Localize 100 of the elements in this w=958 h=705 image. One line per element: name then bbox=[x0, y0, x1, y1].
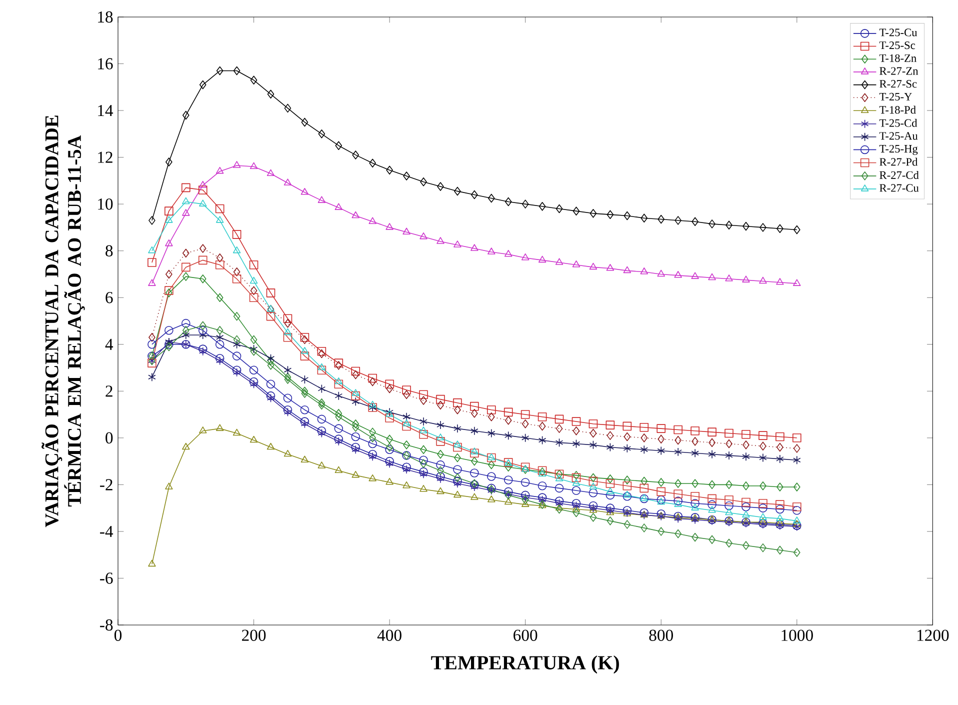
point bbox=[216, 332, 224, 342]
point bbox=[352, 389, 360, 396]
point bbox=[606, 420, 615, 430]
point bbox=[590, 473, 597, 482]
point bbox=[165, 216, 173, 223]
point bbox=[674, 479, 682, 488]
point bbox=[776, 500, 784, 509]
point bbox=[300, 346, 309, 354]
point bbox=[318, 400, 326, 410]
point bbox=[588, 419, 598, 428]
point bbox=[300, 375, 309, 384]
point bbox=[436, 487, 444, 494]
point bbox=[368, 450, 377, 459]
point bbox=[742, 498, 750, 507]
point bbox=[572, 479, 580, 486]
point bbox=[215, 340, 224, 349]
point bbox=[656, 495, 666, 504]
point bbox=[640, 484, 649, 493]
point bbox=[198, 256, 208, 265]
point bbox=[420, 232, 428, 240]
point bbox=[301, 118, 308, 127]
x-tick-label: 800 bbox=[649, 630, 673, 641]
point bbox=[572, 501, 580, 510]
point bbox=[284, 408, 292, 417]
point bbox=[793, 482, 800, 492]
point bbox=[334, 466, 343, 474]
point bbox=[708, 535, 716, 544]
point bbox=[454, 405, 461, 414]
point bbox=[674, 490, 682, 498]
point bbox=[436, 394, 445, 404]
point bbox=[182, 197, 190, 204]
point bbox=[402, 462, 411, 472]
point bbox=[742, 452, 750, 462]
point bbox=[166, 270, 172, 279]
point bbox=[318, 428, 326, 438]
point bbox=[658, 214, 665, 224]
point bbox=[283, 314, 292, 324]
point bbox=[301, 389, 308, 398]
point bbox=[692, 532, 698, 542]
x-axis-title: TEMPERATURA (K) bbox=[431, 655, 619, 674]
point bbox=[250, 162, 258, 170]
x-tick-label: 200 bbox=[242, 630, 266, 641]
point bbox=[419, 390, 428, 400]
point bbox=[538, 256, 546, 263]
point bbox=[504, 416, 512, 425]
point bbox=[572, 470, 580, 480]
point bbox=[793, 444, 800, 453]
point bbox=[437, 450, 444, 459]
legend-label: R-27-Zn bbox=[880, 67, 918, 75]
point bbox=[470, 402, 479, 411]
point bbox=[266, 442, 275, 450]
point bbox=[402, 465, 410, 474]
point bbox=[148, 258, 156, 267]
point bbox=[624, 476, 631, 484]
point bbox=[284, 328, 292, 336]
point bbox=[181, 318, 190, 328]
point bbox=[420, 445, 427, 454]
point bbox=[538, 202, 546, 211]
point bbox=[317, 426, 326, 436]
point bbox=[606, 442, 614, 452]
point bbox=[385, 445, 394, 454]
point bbox=[793, 516, 801, 524]
point bbox=[216, 166, 224, 174]
point bbox=[691, 272, 699, 279]
point bbox=[488, 460, 495, 470]
point bbox=[742, 222, 750, 231]
point bbox=[640, 267, 648, 274]
point bbox=[198, 344, 208, 354]
point bbox=[233, 335, 240, 344]
point bbox=[233, 267, 240, 276]
legend-label: R-27-Cu bbox=[880, 184, 919, 192]
point bbox=[692, 217, 698, 226]
point bbox=[198, 186, 208, 194]
point bbox=[504, 462, 512, 472]
point bbox=[640, 422, 649, 432]
legend-label: R-27-Pd bbox=[880, 158, 918, 166]
point bbox=[335, 412, 342, 422]
y-tick-label: 6 bbox=[106, 292, 113, 304]
point bbox=[300, 352, 310, 360]
point bbox=[164, 340, 174, 349]
point bbox=[352, 150, 360, 160]
point bbox=[758, 431, 768, 440]
point bbox=[589, 482, 598, 490]
point bbox=[691, 504, 699, 510]
point bbox=[148, 246, 156, 254]
point bbox=[708, 450, 716, 459]
point bbox=[369, 428, 376, 436]
point bbox=[301, 335, 308, 344]
point bbox=[470, 244, 478, 251]
point bbox=[284, 366, 292, 374]
point bbox=[386, 478, 394, 485]
point bbox=[369, 158, 376, 168]
point bbox=[470, 448, 478, 454]
point bbox=[776, 278, 784, 285]
point bbox=[181, 262, 190, 272]
point bbox=[538, 412, 547, 422]
y-tick-label: 16 bbox=[98, 58, 113, 70]
point bbox=[215, 204, 224, 214]
point bbox=[453, 442, 462, 452]
point bbox=[267, 361, 274, 370]
